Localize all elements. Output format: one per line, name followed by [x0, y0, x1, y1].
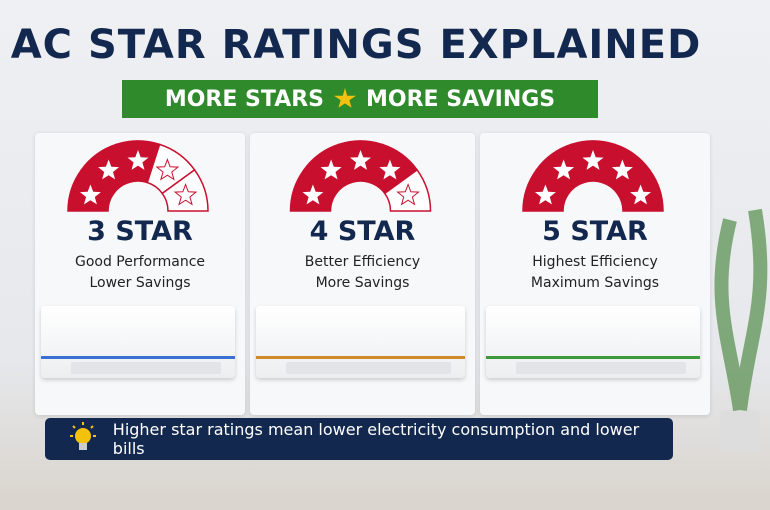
title: AC STAR RATINGS EXPLAINED: [10, 22, 702, 68]
ac-unit: [256, 306, 465, 378]
star: [630, 184, 651, 205]
star: [535, 184, 556, 205]
arc-segment: [161, 168, 209, 212]
rating-card: 4 STAR Better Efficiency More Savings: [250, 133, 475, 415]
description-line: More Savings: [315, 275, 410, 291]
bulb-icon: [70, 422, 96, 450]
rating-label: 5 STAR: [542, 216, 648, 247]
rating-card: 5 STAR Highest Efficiency Maximum Savings: [480, 133, 710, 415]
footer-text: Higher star ratings mean lower electrici…: [112, 420, 640, 458]
star-arc: [67, 140, 209, 212]
ac-unit: [486, 306, 700, 378]
star: [80, 184, 101, 205]
star: [320, 159, 342, 180]
star: [611, 159, 633, 180]
rating-label: 3 STAR: [87, 216, 193, 247]
star: [155, 158, 180, 181]
star: [127, 150, 149, 170]
star: [173, 183, 198, 206]
rating-label: 4 STAR: [309, 216, 416, 247]
ac-unit: [41, 306, 235, 378]
star-arc: [289, 140, 432, 212]
footer: Higher star ratings mean lower electrici…: [45, 418, 673, 460]
star: [98, 159, 120, 180]
star-icon: [334, 88, 357, 108]
star: [350, 150, 371, 170]
star: [582, 150, 604, 170]
description-line: Good Performance: [74, 254, 206, 270]
star: [553, 159, 575, 180]
star: [302, 184, 324, 205]
star: [396, 183, 420, 206]
banner-left: MORE STARS: [164, 86, 325, 112]
rating-card: 3 STAR Good Performance Lower Savings: [35, 133, 245, 415]
banner: MORE STARS MORE SAVINGS: [122, 80, 598, 118]
arc-segment: [383, 168, 432, 212]
banner-right: MORE SAVINGS: [366, 86, 556, 112]
description-line: Lower Savings: [89, 275, 191, 291]
description-line: Highest Efficiency: [532, 254, 658, 270]
plant-decor: [714, 208, 768, 450]
star: [379, 159, 401, 180]
star-arc: [522, 140, 664, 212]
description-line: Maximum Savings: [530, 275, 660, 291]
description-line: Better Efficiency: [304, 254, 421, 270]
